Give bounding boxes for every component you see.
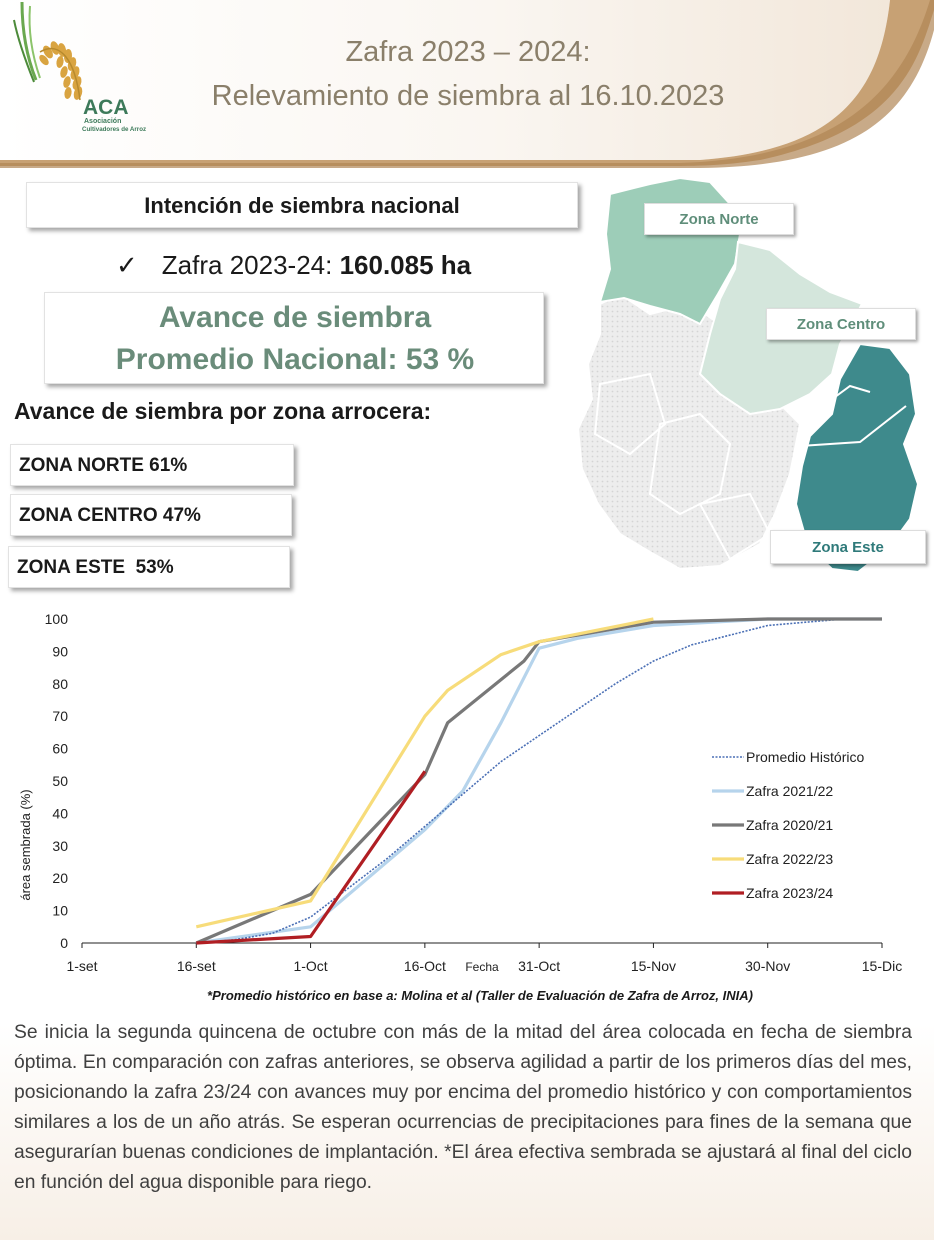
- x-axis-label: Fecha: [465, 960, 499, 974]
- y-tick-label: 20: [52, 870, 68, 886]
- legend-label: Zafra 2022/23: [746, 851, 833, 867]
- national-progress-card: Avance de siembra Promedio Nacional: 53 …: [44, 292, 544, 384]
- x-tick-label: 1-set: [66, 958, 97, 974]
- series-line-2: [195, 617, 882, 945]
- legend-label: Zafra 2020/21: [746, 817, 833, 833]
- legend-label: Zafra 2021/22: [746, 783, 833, 799]
- y-axis-label: área sembrada (%): [18, 789, 33, 900]
- x-tick-label: 16-set: [177, 958, 216, 974]
- page-title-line-1: Zafra 2023 – 2024:: [345, 36, 591, 68]
- x-tick-label: 15-Dic: [862, 958, 902, 974]
- bottom-background: [0, 1024, 934, 1240]
- series-line-3: [195, 617, 654, 929]
- legend-label: Promedio Histórico: [746, 749, 864, 765]
- y-tick-label: 10: [52, 903, 68, 919]
- y-tick-label: 40: [52, 805, 68, 821]
- y-tick-label: 70: [52, 708, 68, 724]
- map-label-este: Zona Este: [770, 530, 926, 564]
- chart-legend: Promedio Histórico Zafra 2021/22 Zafra 202…: [712, 749, 864, 901]
- header-decoration: [0, 0, 934, 168]
- y-tick-label: 30: [52, 838, 68, 854]
- zone-centro-label: ZONA CENTRO 47%: [19, 505, 201, 526]
- y-tick-label: 60: [52, 741, 68, 757]
- y-tick-label: 100: [45, 611, 69, 627]
- chart-footnote: *Promedio histórico en base a: Molina et…: [207, 988, 753, 1003]
- intention-heading: Intención de siembra nacional: [144, 193, 460, 218]
- series-line-4: [196, 770, 427, 945]
- page-title-line-2: Relevamiento de siembra al 16.10.2023: [211, 80, 725, 112]
- chart-series: [195, 617, 882, 945]
- map-label-norte: Zona Norte: [644, 203, 794, 235]
- y-tick-label: 80: [52, 676, 68, 692]
- map-label-centro: Zona Centro: [766, 308, 916, 340]
- header: ACA Asociación Cultivadores de Arroz Zaf…: [0, 0, 934, 170]
- x-axis-ticks: 1-set 16-set 1-Oct 16-Oct 31-Oct 15-Nov 30-Nov…: [66, 943, 902, 974]
- zone-centro-card: ZONA CENTRO 47%: [10, 494, 292, 536]
- intention-card: Intención de siembra nacional: [26, 182, 578, 228]
- zone-este-label: ZONA ESTE 53%: [17, 557, 174, 578]
- series-line-0: [196, 618, 882, 944]
- x-tick-label: 16-Oct: [404, 958, 446, 974]
- logo-subtitle-1: Asociación: [84, 118, 122, 125]
- y-tick-label: 0: [60, 935, 68, 951]
- national-average: Promedio Nacional: 53 %: [115, 343, 475, 376]
- zafra-area-line: ✓ Zafra 2023-24: 160.085 ha: [116, 250, 471, 281]
- zone-este-card: ZONA ESTE 53%: [8, 546, 290, 588]
- summary-paragraph: Se inicia la segunda quincena de octubre…: [14, 1022, 912, 1193]
- map-region-este: [794, 342, 920, 574]
- logo-subtitle-2: Cultivadores de Arroz: [82, 126, 147, 133]
- x-tick-label: 1-Oct: [293, 958, 327, 974]
- checkmark-icon: ✓: [116, 250, 138, 280]
- progress-heading: Avance de siembra: [158, 301, 432, 334]
- zones-heading: Avance de siembra por zona arrocera:: [14, 398, 432, 424]
- zone-norte-label: ZONA NORTE 61%: [19, 455, 188, 476]
- y-tick-label: 90: [52, 643, 68, 659]
- zafra-value: 160.085 ha: [339, 250, 472, 280]
- logo-acronym: ACA: [83, 96, 129, 119]
- x-tick-label: 30-Nov: [745, 958, 790, 974]
- rice-logo-icon: [13, 1, 83, 101]
- zone-norte-card: ZONA NORTE 61%: [10, 444, 294, 486]
- legend-label: Zafra 2023/24: [746, 885, 833, 901]
- y-axis-ticks: 0 10 20 30 40 50 60 70 80 90 100: [45, 611, 69, 951]
- series-line-1: [196, 617, 882, 945]
- x-tick-label: 15-Nov: [631, 958, 676, 974]
- zafra-label: Zafra 2023-24:: [161, 250, 340, 280]
- x-tick-label: 31-Oct: [518, 958, 560, 974]
- y-tick-label: 50: [52, 773, 68, 789]
